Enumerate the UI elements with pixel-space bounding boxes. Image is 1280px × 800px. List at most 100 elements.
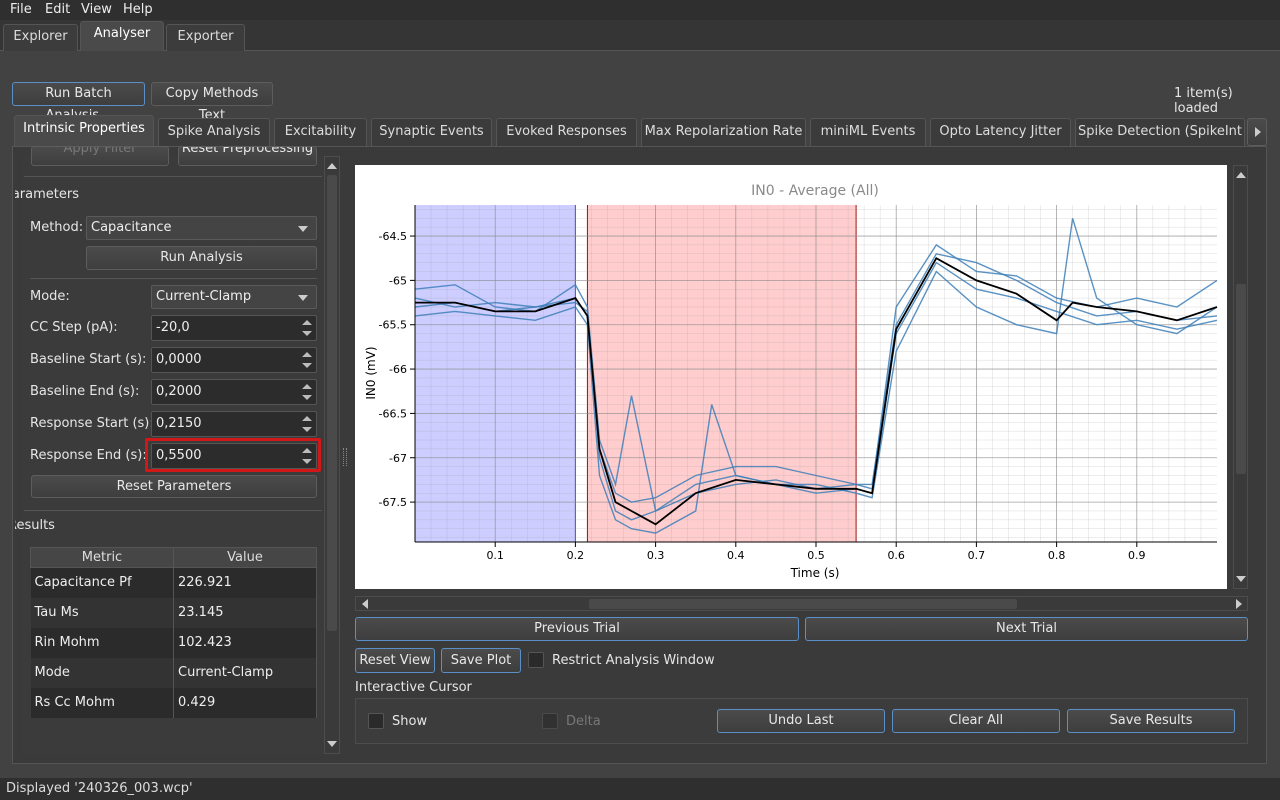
clear-all-button[interactable]: Clear All (892, 709, 1060, 733)
status-text: Displayed '240326_003.wcp' (6, 781, 193, 796)
menu-bar: File Edit View Help (0, 0, 1280, 20)
divider (30, 278, 317, 279)
table-row[interactable]: Rin Mohm 102.423 (30, 627, 317, 658)
scrollbar-thumb[interactable] (589, 599, 1017, 609)
table-row[interactable]: Rs Cc Mohm 0.429 (30, 687, 317, 718)
tab-scroll-right-button[interactable] (1247, 118, 1267, 146)
chart[interactable]: IN0 - Average (All) 0.1 0.2 0.3 0.4 0.5 0.6 0.… (355, 165, 1227, 589)
column-header-metric[interactable]: Metric (30, 547, 174, 568)
menu-edit[interactable]: Edit (45, 2, 71, 17)
baseline-end-input[interactable]: 0,2000 (151, 379, 317, 405)
menu-help[interactable]: Help (123, 2, 153, 17)
scrollbar-thumb[interactable] (327, 175, 337, 631)
value-cell: 0.429 (173, 687, 317, 718)
restrict-analysis-window-label: Restrict Analysis Window (552, 653, 715, 668)
plot-canvas[interactable]: IN0 - Average (All) 0.1 0.2 0.3 0.4 0.5 0.6 0.… (355, 165, 1227, 589)
tab-explorer[interactable]: Explorer (3, 24, 78, 51)
spinner-icon[interactable] (299, 317, 315, 339)
y-tick-label: -65.5 (379, 319, 407, 332)
mode-select[interactable]: Current-Clamp (151, 285, 317, 309)
tab-opto-latency-jitter[interactable]: Opto Latency Jitter (930, 118, 1071, 146)
y-tick-label: -67.5 (379, 496, 407, 509)
delta-checkbox[interactable] (542, 713, 558, 729)
table-row[interactable]: Mode Current-Clamp (30, 657, 317, 688)
average-trace (415, 256, 1218, 526)
reset-view-button[interactable]: Reset View (355, 648, 435, 673)
next-trial-button[interactable]: Next Trial (805, 617, 1248, 641)
scrollbar-thumb[interactable] (1236, 284, 1246, 474)
scroll-down-icon[interactable] (1236, 576, 1246, 582)
tab-spike-detection[interactable]: Spike Detection (SpikeInt (1075, 118, 1245, 146)
plot-vertical-scrollbar[interactable] (1233, 165, 1248, 589)
metric-cell: Tau Ms (30, 597, 174, 628)
cc-step-input[interactable]: -20,0 (151, 315, 317, 341)
tab-excitability[interactable]: Excitability (274, 118, 367, 146)
baseline-end-label: Baseline End (s): (30, 384, 140, 399)
table-row[interactable]: Capacitance Pf 226.921 (30, 567, 317, 598)
tab-spike-analysis[interactable]: Spike Analysis (158, 118, 270, 146)
x-tick-label: 0.4 (727, 549, 745, 562)
tab-analyser[interactable]: Analyser (80, 21, 164, 51)
divider (24, 176, 322, 177)
scroll-left-icon[interactable] (362, 599, 368, 609)
splitter-handle[interactable] (343, 448, 347, 466)
response-end-input[interactable]: 0,5500 (151, 443, 317, 469)
tab-miniml-events[interactable]: miniML Events (810, 118, 926, 146)
spinner-icon[interactable] (299, 413, 315, 435)
baseline-start-input[interactable]: 0,0000 (151, 347, 317, 373)
tab-synaptic-events[interactable]: Synaptic Events (371, 118, 492, 146)
results-table: Metric Value Capacitance Pf 226.921 Tau Ms… (30, 547, 317, 718)
value-cell: 226.921 (173, 567, 317, 598)
scroll-right-icon[interactable] (1236, 599, 1242, 609)
restrict-analysis-window-checkbox[interactable] (528, 652, 544, 668)
trial-trace (414, 243, 1218, 512)
metric-cell: Rin Mohm (30, 627, 174, 658)
save-plot-button[interactable]: Save Plot (441, 648, 521, 673)
run-batch-analysis-button[interactable]: Run Batch Analysis... (12, 82, 145, 123)
show-cursor-label: Show (392, 714, 428, 729)
response-end-label: Response End (s): (30, 448, 147, 463)
apply-filter-label: Apply Filter (63, 146, 137, 156)
response-region[interactable] (587, 205, 857, 542)
show-cursor-checkbox[interactable] (368, 713, 384, 729)
tab-evoked-responses[interactable]: Evoked Responses (496, 118, 637, 146)
method-select[interactable]: Capacitance (86, 216, 317, 240)
scroll-up-icon[interactable] (1236, 172, 1246, 178)
reset-preprocessing-button[interactable]: Reset Preprocessing (178, 146, 317, 166)
items-loaded-label: 1 item(s) loaded (1174, 86, 1233, 116)
tab-intrinsic-properties[interactable]: Intrinsic Properties (14, 115, 154, 146)
run-analysis-button[interactable]: Run Analysis (86, 246, 317, 270)
reset-parameters-button[interactable]: Reset Parameters (31, 475, 317, 498)
save-results-button[interactable]: Save Results (1067, 709, 1235, 733)
copy-methods-text-button[interactable]: Copy Methods Text (151, 82, 273, 123)
metric-cell: Mode (30, 657, 174, 688)
spinner-icon[interactable] (299, 349, 315, 371)
left-panel-scrollbar[interactable] (324, 156, 340, 754)
spinner-icon[interactable] (299, 445, 315, 467)
value-cell: 102.423 (173, 627, 317, 658)
y-axis-label: IN0 (mV) (364, 346, 378, 399)
plot-horizontal-scrollbar[interactable] (355, 596, 1248, 611)
response-start-input[interactable]: 0,2150 (151, 411, 317, 437)
response-start-value: 0,2150 (156, 416, 202, 431)
value-cell: Current-Clamp (173, 657, 317, 688)
method-label: Method: (30, 220, 84, 235)
scroll-down-icon[interactable] (327, 741, 337, 747)
menu-file[interactable]: File (10, 2, 32, 17)
spinner-icon[interactable] (299, 381, 315, 403)
method-value: Capacitance (91, 220, 172, 235)
apply-filter-button[interactable]: Apply Filter (31, 146, 169, 166)
y-tick-label: -66 (389, 363, 407, 376)
undo-last-button[interactable]: Undo Last (717, 709, 885, 733)
x-tick-label: 0.1 (486, 549, 504, 562)
x-tick-label: 0.2 (567, 549, 585, 562)
table-row[interactable]: Tau Ms 23.145 (30, 597, 317, 628)
previous-trial-button[interactable]: Previous Trial (355, 617, 799, 641)
column-header-value[interactable]: Value (173, 547, 317, 568)
chart-title: IN0 - Average (All) (751, 183, 879, 199)
tab-max-repolarization-rate[interactable]: Max Repolarization Rate (641, 118, 806, 146)
scroll-up-icon[interactable] (327, 163, 337, 169)
x-tick-label: 0.6 (887, 549, 905, 562)
menu-view[interactable]: View (81, 2, 112, 17)
tab-exporter[interactable]: Exporter (166, 24, 245, 51)
